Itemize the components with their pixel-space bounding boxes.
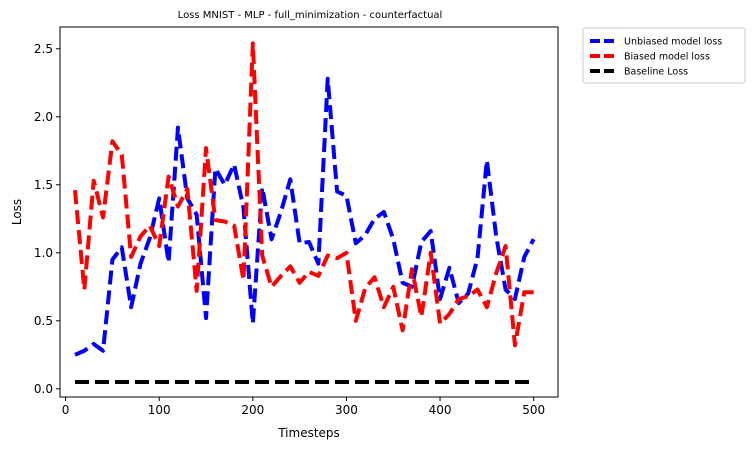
chart-title: Loss MNIST - MLP - full_minimization - c… [178,10,443,21]
y-tick-label: 2.5 [34,42,53,56]
plot-frame [59,26,559,398]
x-tick-label: 400 [429,403,452,417]
series-line-1 [72,41,534,348]
x-tick-label: 300 [335,403,358,417]
x-tick-label: 100 [148,403,171,417]
legend-label-1: Biased model loss [624,52,710,63]
x-axis-ticks: 0 100 200 300 400 500 [62,397,545,417]
y-tick-label: 2.0 [34,110,53,124]
y-tick-label: 1.0 [34,246,53,260]
x-tick-label: 0 [62,403,70,417]
series-layer [72,41,536,385]
x-tick-label: 500 [522,403,545,417]
legend-label-2: Baseline Loss [624,67,688,78]
series-line-0 [74,76,536,357]
y-axis-ticks: 0.0 0.5 1.0 1.5 2.0 2.5 [34,42,60,396]
legend: Unbiased model loss Biased model loss Base… [582,27,746,84]
x-tick-label: 200 [241,403,264,417]
legend-box [582,27,746,84]
y-tick-label: 1.5 [34,178,53,192]
y-tick-label: 0.5 [34,314,53,328]
y-axis-label: Loss [10,199,24,225]
x-axis-label: Timesteps [277,426,340,440]
y-tick-label: 0.0 [34,382,53,396]
legend-label-0: Unbiased model loss [624,37,722,48]
